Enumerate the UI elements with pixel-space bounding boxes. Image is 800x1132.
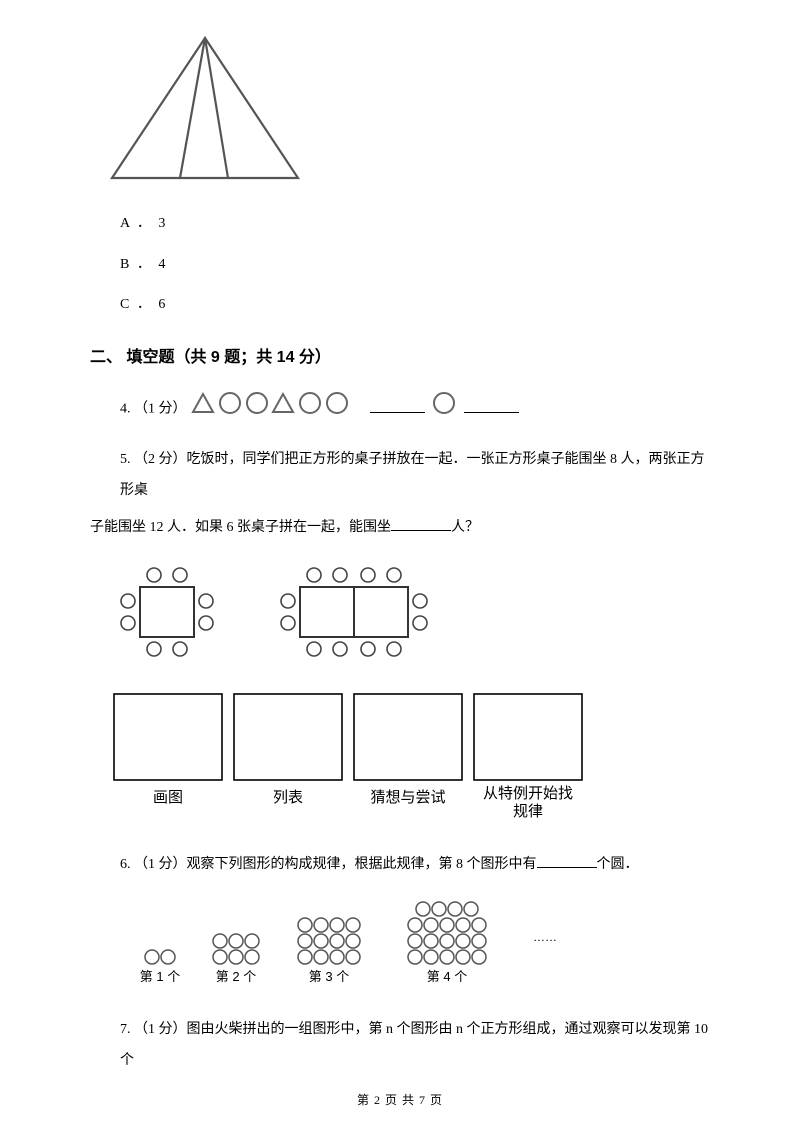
q5-text-b: 人？	[451, 520, 479, 535]
strategy-label-3b: 规律	[513, 803, 543, 820]
question-5-line1: 5. （2 分）吃饭时，同学们把正方形的桌子拼放在一起．一张正方形桌子能围坐 8…	[120, 445, 710, 507]
svg-text:第 4 个: 第 4 个	[427, 969, 467, 984]
svg-text:第 1 个: 第 1 个	[140, 969, 180, 984]
q6-pattern-figure: 第 1 个 第 2 个 第 3 个 第 4 个 ……	[130, 895, 710, 999]
svg-text:第 3 个: 第 3 个	[309, 969, 349, 984]
svg-text:第 2 个: 第 2 个	[216, 969, 256, 984]
q5-tables-figure	[110, 561, 710, 667]
strategy-label-2: 猜想与尝试	[370, 789, 445, 806]
strategy-label-0: 画图	[153, 789, 183, 806]
q6-text-b: 个圆．	[597, 857, 639, 872]
q4-circle-single	[428, 390, 460, 429]
q4-blank-2	[464, 399, 519, 413]
q4-blank-1	[370, 399, 425, 413]
question-5-line2: 子能围坐 12 人．如果 6 张桌子拼在一起，能围坐 人？	[90, 513, 710, 544]
section-2-heading: 二、 填空题（共 9 题；共 14 分）	[90, 345, 710, 371]
question-6: 6. （1 分）观察下列图形的构成规律，根据此规律，第 8 个图形中有 个圆．	[120, 850, 710, 881]
q6-blank	[537, 854, 597, 868]
option-b: B ． 4	[120, 254, 710, 276]
triangle-figure	[100, 30, 710, 193]
svg-text:……: ……	[533, 930, 557, 944]
page-footer: 第 2 页 共 7 页	[0, 1091, 800, 1110]
q4-lead: 4. （1 分）	[120, 402, 187, 417]
strategy-label-3a: 从特例开始找	[483, 785, 573, 802]
strategy-label-1: 列表	[273, 789, 303, 806]
option-c: C ． 6	[120, 294, 710, 316]
question-4: 4. （1 分）	[120, 390, 710, 429]
strategy-boxes: 画图 列表 猜想与尝试 从特例开始找 规律	[110, 690, 710, 828]
option-a: A ． 3	[120, 213, 710, 235]
q5-blank	[391, 517, 451, 531]
q4-shape-sequence	[190, 390, 366, 429]
question-7: 7. （1 分）图由火柴拼出的一组图形中，第 n 个图形由 n 个正方形组成，通…	[120, 1015, 710, 1077]
q5-text-a: 子能围坐 12 人．如果 6 张桌子拼在一起，能围坐	[90, 520, 391, 535]
q6-text-a: 6. （1 分）观察下列图形的构成规律，根据此规律，第 8 个图形中有	[120, 857, 537, 872]
